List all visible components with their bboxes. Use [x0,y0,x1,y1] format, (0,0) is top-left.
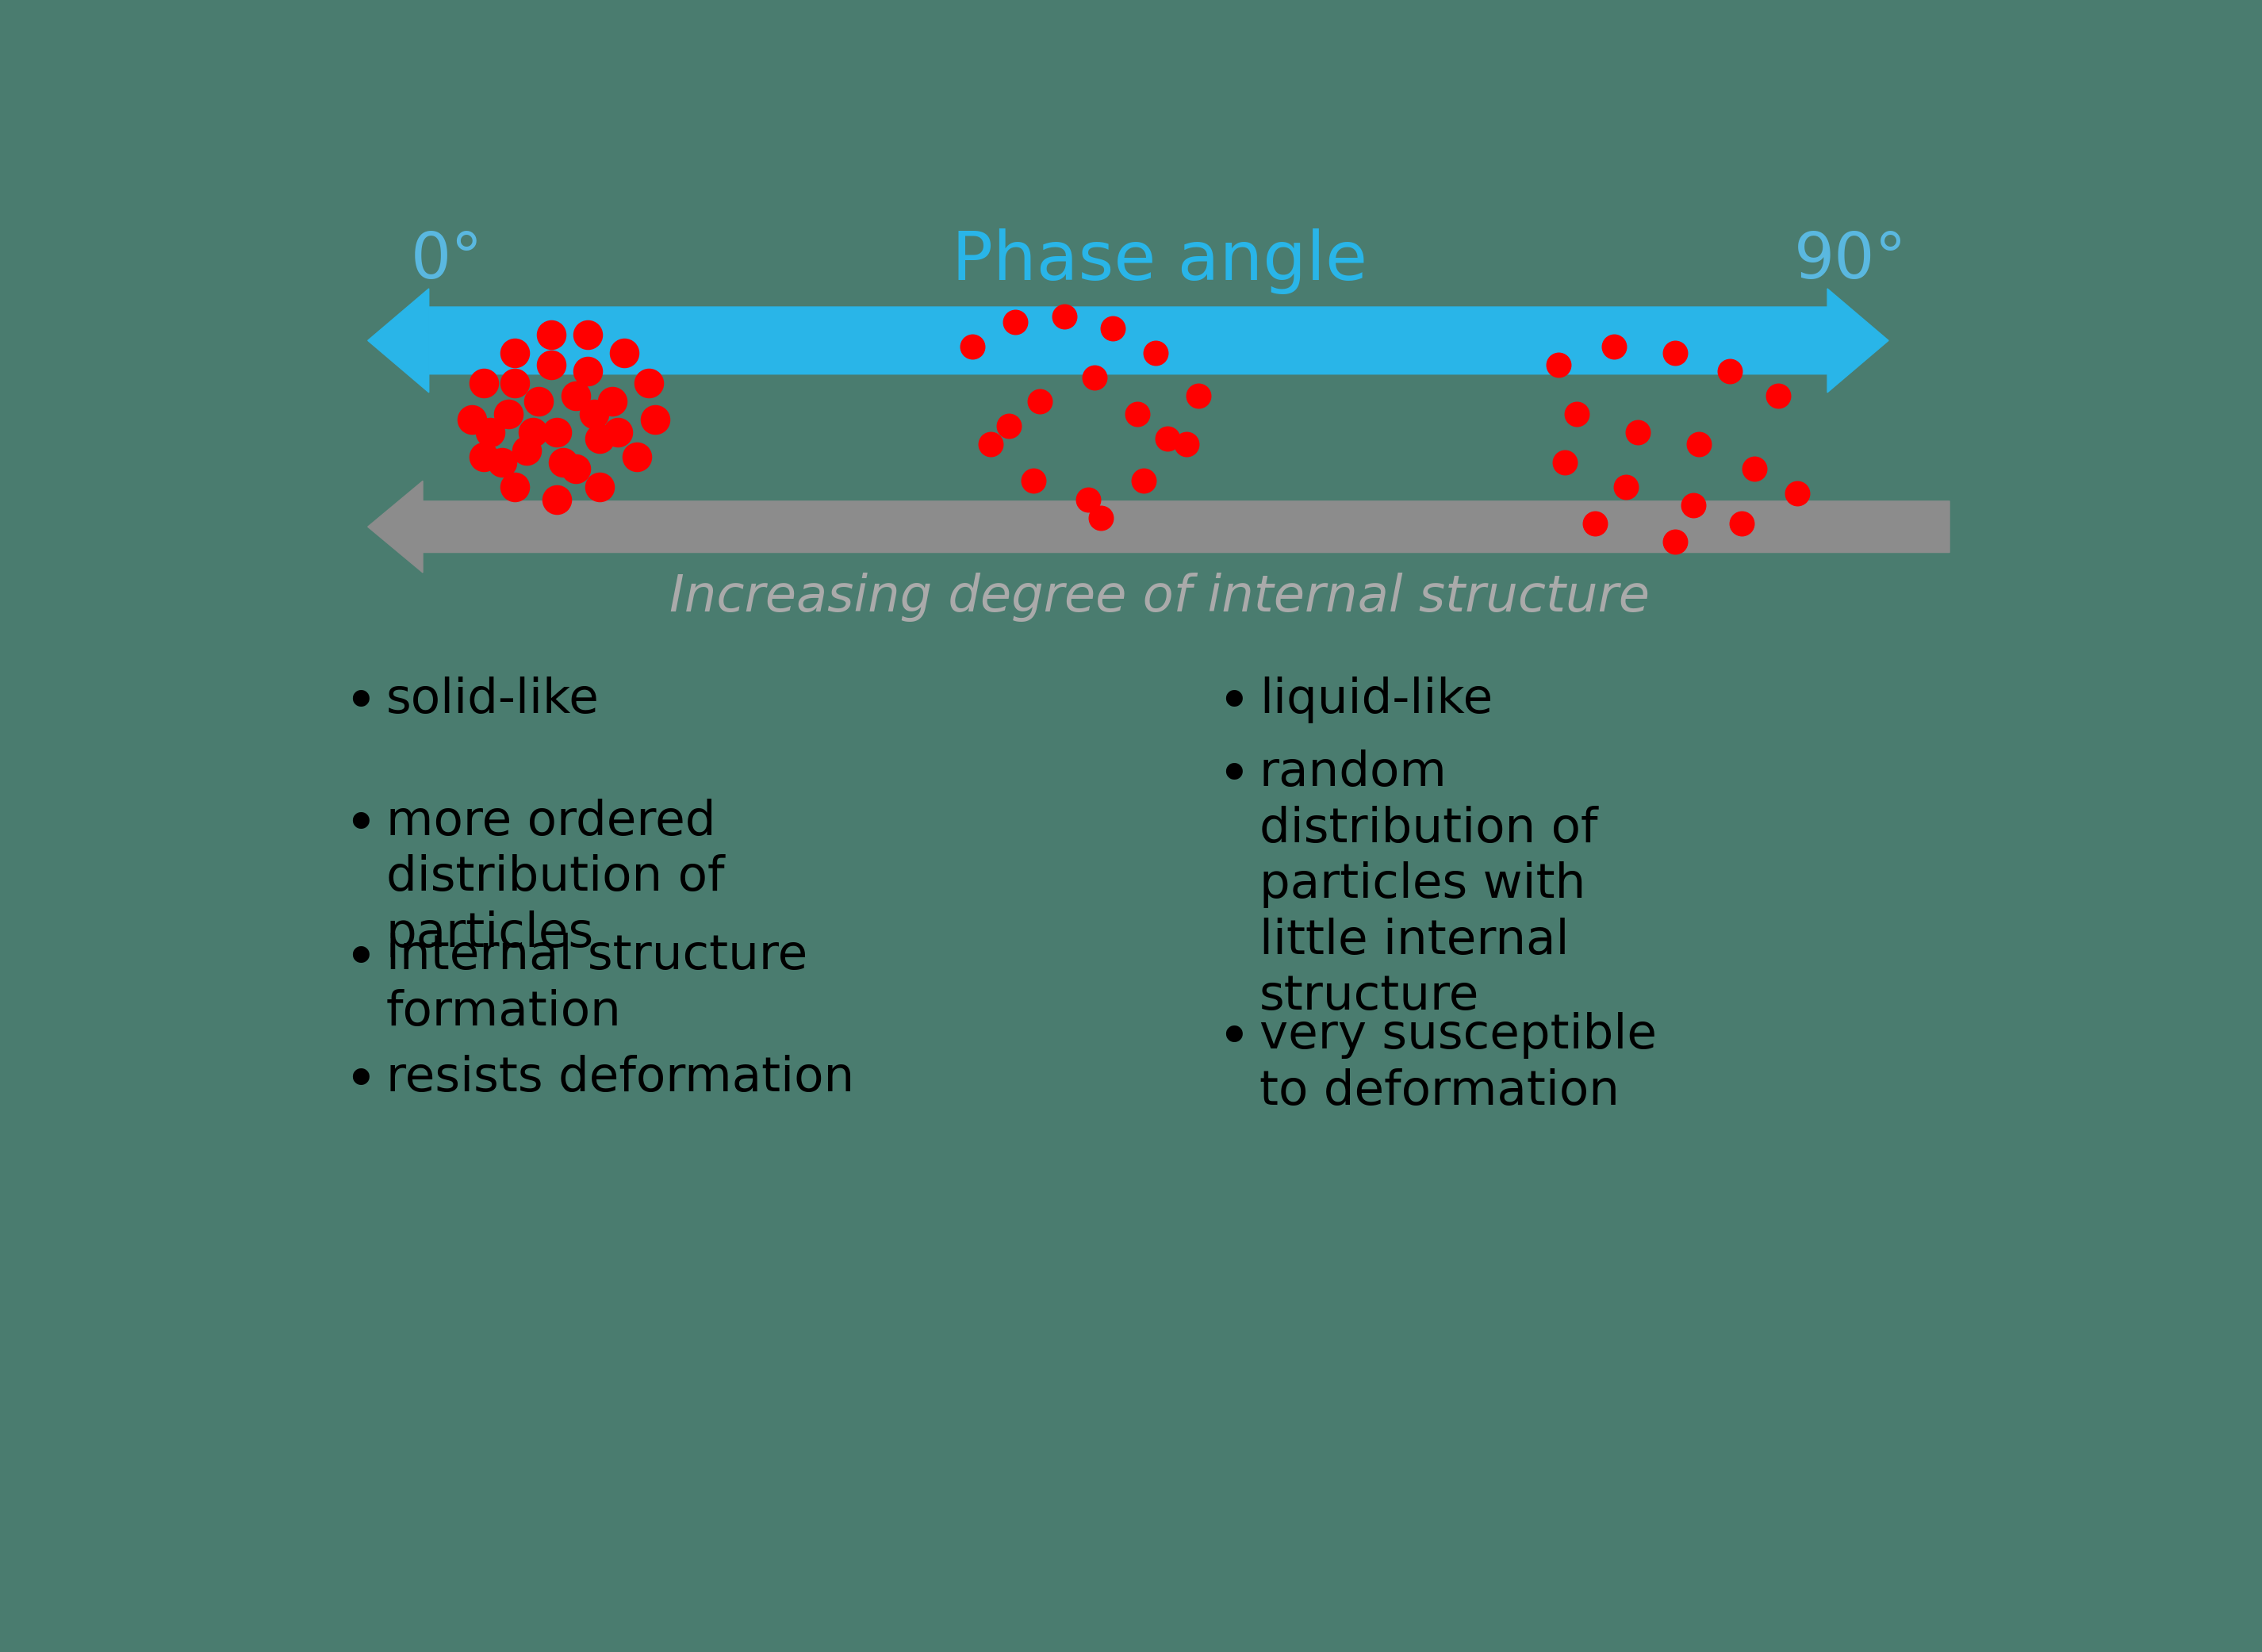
Text: more ordered
distribution of
particles: more ordered distribution of particles [387,798,724,957]
Text: •: • [1217,750,1251,805]
Text: 90°: 90° [1794,230,1907,292]
Text: •: • [344,933,378,988]
Text: •: • [1217,676,1251,732]
Text: 0°: 0° [409,230,484,292]
FancyArrow shape [369,289,430,393]
Text: liquid-like: liquid-like [1260,676,1493,724]
Text: Increasing degree of internal structure: Increasing degree of internal structure [670,573,1649,621]
Text: •: • [344,676,378,732]
FancyArrow shape [369,481,1950,573]
Text: resists deformation: resists deformation [387,1056,855,1102]
Text: very susceptible
to deformation: very susceptible to deformation [1260,1013,1656,1115]
Text: Phase angle: Phase angle [952,228,1366,294]
Text: •: • [344,798,378,854]
Text: •: • [1217,1013,1251,1067]
Text: internal structure
formation: internal structure formation [387,933,808,1036]
FancyArrow shape [430,289,1889,393]
Text: solid-like: solid-like [387,676,599,724]
Text: random
distribution of
particles with
little internal
structure: random distribution of particles with li… [1260,750,1597,1021]
Text: •: • [344,1056,378,1110]
